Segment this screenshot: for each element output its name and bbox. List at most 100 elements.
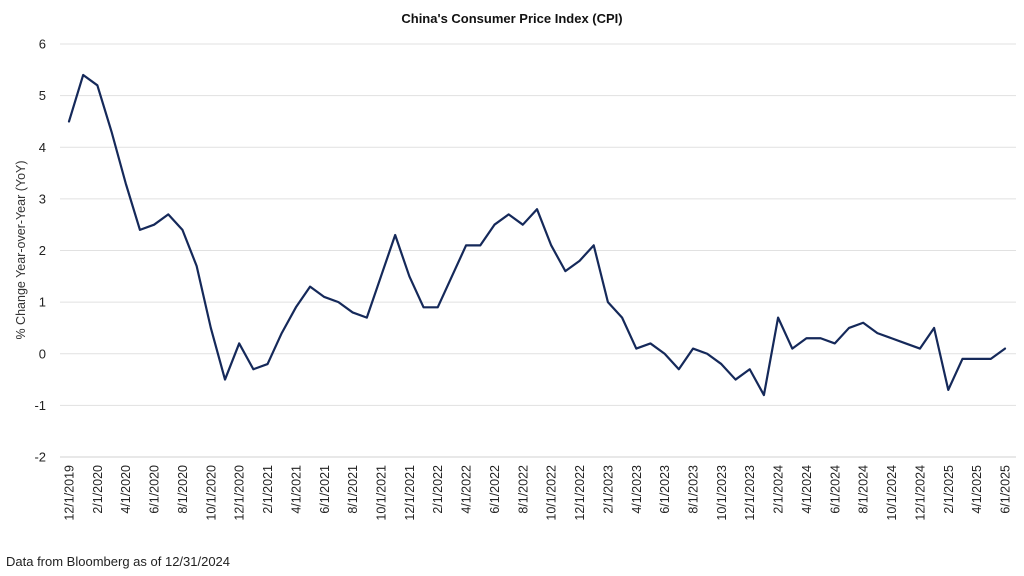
data-point — [749, 368, 751, 370]
x-tick-label: 6/1/2023 — [658, 465, 672, 514]
data-point — [210, 327, 212, 329]
y-tick-label: 6 — [39, 37, 46, 52]
data-point — [720, 363, 722, 365]
data-point — [1004, 347, 1006, 349]
data-point — [621, 317, 623, 319]
data-point — [990, 358, 992, 360]
data-point — [734, 378, 736, 380]
data-point — [153, 224, 155, 226]
x-tick-label: 4/1/2022 — [460, 465, 474, 514]
x-tick-label: 4/1/2020 — [119, 465, 133, 514]
x-tick-label: 12/1/2021 — [403, 465, 417, 521]
data-point — [437, 306, 439, 308]
x-tick-label: 10/1/2023 — [715, 465, 729, 521]
data-point — [635, 347, 637, 349]
x-tick-label: 4/1/2021 — [289, 465, 303, 514]
data-point — [508, 213, 510, 215]
data-point — [82, 74, 84, 76]
gridlines — [60, 43, 1016, 458]
x-tick-label: 6/1/2024 — [828, 465, 842, 514]
x-tick-label: 4/1/2023 — [630, 465, 644, 514]
y-tick-label: 1 — [39, 295, 46, 310]
data-point — [110, 131, 112, 133]
y-tick-label: 4 — [39, 140, 46, 155]
data-point — [295, 306, 297, 308]
data-point — [564, 270, 566, 272]
data-point — [692, 347, 694, 349]
data-point — [578, 260, 580, 262]
data-point — [238, 342, 240, 344]
y-tick-label: 5 — [39, 88, 46, 103]
data-point — [933, 327, 935, 329]
y-tick-label: 2 — [39, 243, 46, 258]
data-point — [394, 234, 396, 236]
data-point — [777, 317, 779, 319]
x-tick-label: 8/1/2024 — [857, 465, 871, 514]
data-point — [493, 224, 495, 226]
data-point — [281, 332, 283, 334]
data-point — [820, 337, 822, 339]
data-point — [805, 337, 807, 339]
data-point — [224, 378, 226, 380]
x-tick-label: 8/1/2023 — [687, 465, 701, 514]
x-tick-label: 12/1/2019 — [63, 465, 77, 521]
data-point — [167, 213, 169, 215]
data-point — [181, 229, 183, 231]
x-tick-label: 2/1/2020 — [91, 465, 105, 514]
data-point — [919, 347, 921, 349]
data-point — [422, 306, 424, 308]
data-points — [68, 74, 1006, 396]
data-point — [678, 368, 680, 370]
x-tick-label: 10/1/2024 — [885, 465, 899, 521]
data-point — [536, 208, 538, 210]
data-point — [266, 363, 268, 365]
data-point — [125, 182, 127, 184]
y-tick-label: -2 — [34, 450, 46, 465]
x-tick-label: 10/1/2021 — [375, 465, 389, 521]
data-point — [862, 322, 864, 324]
data-point — [664, 353, 666, 355]
x-tick-label: 2/1/2022 — [431, 465, 445, 514]
x-tick-label: 2/1/2025 — [942, 465, 956, 514]
data-point — [593, 244, 595, 246]
data-point — [607, 301, 609, 303]
x-tick-label: 10/1/2020 — [204, 465, 218, 521]
x-tick-label: 4/1/2024 — [800, 465, 814, 514]
x-tick-label: 2/1/2023 — [601, 465, 615, 514]
data-point — [479, 244, 481, 246]
series-line-cpi — [67, 73, 1007, 397]
x-tick-label: 6/1/2021 — [318, 465, 332, 514]
data-point — [465, 244, 467, 246]
data-point — [139, 229, 141, 231]
y-axis-label: % Change Year-over-Year (YoY) — [14, 160, 28, 339]
y-axis-ticks: 6 5 4 3 2 1 0 -1 -2 — [34, 37, 46, 465]
data-point — [649, 342, 651, 344]
chart-title: China's Consumer Price Index (CPI) — [401, 11, 622, 26]
y-tick-label: 0 — [39, 346, 46, 361]
data-point — [706, 353, 708, 355]
data-point — [763, 394, 765, 396]
data-point — [68, 120, 70, 122]
x-tick-label: 12/1/2022 — [573, 465, 587, 521]
data-point — [451, 275, 453, 277]
data-point — [352, 311, 354, 313]
x-tick-label: 12/1/2023 — [743, 465, 757, 521]
x-tick-label: 12/1/2024 — [913, 465, 927, 521]
data-point — [976, 358, 978, 360]
data-point — [366, 317, 368, 319]
data-point — [848, 327, 850, 329]
data-point — [408, 275, 410, 277]
data-point — [961, 358, 963, 360]
y-tick-label: 3 — [39, 191, 46, 206]
x-tick-label: 10/1/2022 — [545, 465, 559, 521]
x-tick-label: 6/1/2020 — [148, 465, 162, 514]
data-point — [337, 301, 339, 303]
data-point — [252, 368, 254, 370]
x-axis-ticks: 12/1/2019 2/1/2020 4/1/2020 6/1/2020 8/1/202… — [63, 465, 1013, 521]
data-point — [905, 342, 907, 344]
x-tick-label: 8/1/2022 — [516, 465, 530, 514]
x-tick-label: 2/1/2021 — [261, 465, 275, 514]
data-point — [550, 244, 552, 246]
data-point — [96, 84, 98, 86]
